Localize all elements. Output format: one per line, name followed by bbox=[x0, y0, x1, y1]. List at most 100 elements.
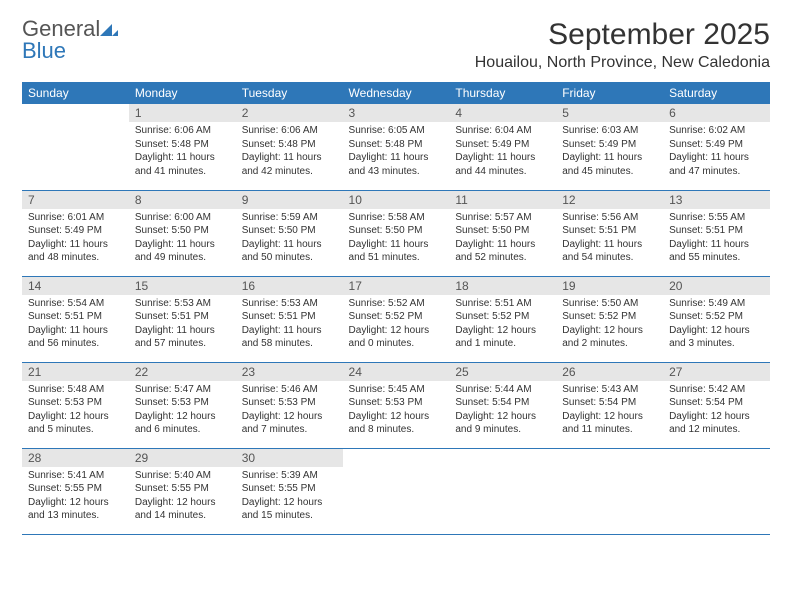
calendar-cell: 11Sunrise: 5:57 AMSunset: 5:50 PMDayligh… bbox=[449, 190, 556, 276]
day-number: 24 bbox=[343, 363, 450, 381]
calendar-cell: 9Sunrise: 5:59 AMSunset: 5:50 PMDaylight… bbox=[236, 190, 343, 276]
day-number: 29 bbox=[129, 449, 236, 467]
calendar-cell: 18 Sunrise: 5:51 AM Sunset: 5:52 PM Dayligh… bbox=[449, 276, 556, 362]
daylight-line: Daylight: 12 hours and 1 minute. bbox=[455, 325, 536, 350]
calendar-cell-empty bbox=[663, 448, 770, 534]
calendar-cell: 28Sunrise: 5:41 AMSunset: 5:55 PMDayligh… bbox=[22, 448, 129, 534]
weekday-header: Saturday bbox=[663, 82, 770, 104]
daylight-line: Daylight: 11 hours and 52 minutes. bbox=[455, 239, 535, 264]
sunrise-line: Sunrise: 6:06 AM bbox=[242, 125, 318, 136]
sunrise-line: Sunrise: 5:59 AM bbox=[242, 212, 318, 223]
sunrise-line: Sunrise: 5:54 AM bbox=[28, 298, 104, 309]
sunrise-line: Sunrise: 5:42 AM bbox=[669, 384, 745, 395]
day-details: Sunrise: 5:46 AMSunset: 5:53 PMDaylight:… bbox=[236, 381, 343, 441]
sunset-line: Sunset: 5:53 PM bbox=[242, 397, 316, 408]
day-details: Sunrise: 5:47 AMSunset: 5:53 PMDaylight:… bbox=[129, 381, 236, 441]
calendar-cell: 24Sunrise: 5:45 AMSunset: 5:53 PMDayligh… bbox=[343, 362, 450, 448]
day-details: Sunrise: 5:53 AMSunset: 5:51 PMDaylight:… bbox=[129, 295, 236, 355]
daylight-line: Daylight: 12 hours and 9 minutes. bbox=[455, 411, 536, 436]
sunset-line: Sunset: 5:51 PM bbox=[28, 311, 102, 322]
sunset-line: Sunset: 5:53 PM bbox=[135, 397, 209, 408]
calendar-cell-empty bbox=[343, 448, 450, 534]
daylight-line: Daylight: 11 hours and 47 minutes. bbox=[669, 152, 749, 177]
day-number: 21 bbox=[22, 363, 129, 381]
sunset-line: Sunset: 5:55 PM bbox=[242, 483, 316, 494]
calendar-row: 7Sunrise: 6:01 AMSunset: 5:49 PMDaylight… bbox=[22, 190, 770, 276]
sunset-line: Sunset: 5:53 PM bbox=[349, 397, 423, 408]
day-details: Sunrise: 6:04 AMSunset: 5:49 PMDaylight:… bbox=[449, 122, 556, 182]
weekday-header: Tuesday bbox=[236, 82, 343, 104]
sunrise-line: Sunrise: 5:48 AM bbox=[28, 384, 104, 395]
day-details: Sunrise: 6:05 AMSunset: 5:48 PMDaylight:… bbox=[343, 122, 450, 182]
calendar-cell: 27Sunrise: 5:42 AMSunset: 5:54 PMDayligh… bbox=[663, 362, 770, 448]
weekday-header: Thursday bbox=[449, 82, 556, 104]
day-details: Sunrise: 5:59 AMSunset: 5:50 PMDaylight:… bbox=[236, 209, 343, 269]
day-number: 20 bbox=[663, 277, 770, 295]
sunrise-line: Sunrise: 5:43 AM bbox=[562, 384, 638, 395]
sunset-line: Sunset: 5:52 PM bbox=[562, 311, 636, 322]
sunset-line: Sunset: 5:52 PM bbox=[349, 311, 423, 322]
day-number: 22 bbox=[129, 363, 236, 381]
logo: General Blue bbox=[22, 18, 118, 62]
title-block: September 2025 Houailou, North Province,… bbox=[475, 18, 770, 72]
day-details: Sunrise: 5:56 AMSunset: 5:51 PMDaylight:… bbox=[556, 209, 663, 269]
day-number: 11 bbox=[449, 191, 556, 209]
calendar-cell: 15Sunrise: 5:53 AMSunset: 5:51 PMDayligh… bbox=[129, 276, 236, 362]
daylight-line: Daylight: 11 hours and 58 minutes. bbox=[242, 325, 322, 350]
sunset-line: Sunset: 5:48 PM bbox=[349, 139, 423, 150]
day-details: Sunrise: 5:44 AMSunset: 5:54 PMDaylight:… bbox=[449, 381, 556, 441]
daylight-line: Daylight: 12 hours and 7 minutes. bbox=[242, 411, 323, 436]
day-details: Sunrise: 5:49 AMSunset: 5:52 PMDaylight:… bbox=[663, 295, 770, 355]
day-details: Sunrise: 5:55 AMSunset: 5:51 PMDaylight:… bbox=[663, 209, 770, 269]
sunrise-line: Sunrise: 6:01 AM bbox=[28, 212, 104, 223]
sunrise-line: Sunrise: 5:53 AM bbox=[135, 298, 211, 309]
logo-mark-icon bbox=[100, 18, 118, 40]
header: General Blue September 2025 Houailou, No… bbox=[22, 18, 770, 72]
weekday-header: Friday bbox=[556, 82, 663, 104]
calendar-cell: 7Sunrise: 6:01 AMSunset: 5:49 PMDaylight… bbox=[22, 190, 129, 276]
sunrise-line: Sunrise: 5:51 AM bbox=[455, 298, 531, 309]
day-number: 8 bbox=[129, 191, 236, 209]
day-number: 17 bbox=[343, 277, 450, 295]
sunrise-line: Sunrise: 5:44 AM bbox=[455, 384, 531, 395]
sunrise-line: Sunrise: 6:03 AM bbox=[562, 125, 638, 136]
sunrise-line: Sunrise: 6:00 AM bbox=[135, 212, 211, 223]
sunset-line: Sunset: 5:55 PM bbox=[28, 483, 102, 494]
day-number: 18 bbox=[449, 277, 556, 295]
calendar-cell-empty bbox=[22, 104, 129, 190]
calendar-cell: 19Sunrise: 5:50 AMSunset: 5:52 PMDayligh… bbox=[556, 276, 663, 362]
sunset-line: Sunset: 5:54 PM bbox=[669, 397, 743, 408]
daylight-line: Daylight: 12 hours and 0 minutes. bbox=[349, 325, 430, 350]
calendar-body: 1Sunrise: 6:06 AMSunset: 5:48 PMDaylight… bbox=[22, 104, 770, 534]
day-number: 9 bbox=[236, 191, 343, 209]
calendar-cell: 1Sunrise: 6:06 AMSunset: 5:48 PMDaylight… bbox=[129, 104, 236, 190]
daylight-line: Daylight: 11 hours and 49 minutes. bbox=[135, 239, 215, 264]
daylight-line: Daylight: 11 hours and 44 minutes. bbox=[455, 152, 535, 177]
daylight-line: Daylight: 12 hours and 12 minutes. bbox=[669, 411, 750, 436]
day-details: Sunrise: 5:40 AMSunset: 5:55 PMDaylight:… bbox=[129, 467, 236, 527]
calendar-cell: 3Sunrise: 6:05 AMSunset: 5:48 PMDaylight… bbox=[343, 104, 450, 190]
sunset-line: Sunset: 5:54 PM bbox=[562, 397, 636, 408]
day-details: Sunrise: 5:58 AMSunset: 5:50 PMDaylight:… bbox=[343, 209, 450, 269]
daylight-line: Daylight: 12 hours and 3 minutes. bbox=[669, 325, 750, 350]
day-number: 14 bbox=[22, 277, 129, 295]
day-number: 28 bbox=[22, 449, 129, 467]
day-number: 13 bbox=[663, 191, 770, 209]
day-details: Sunrise: 5:43 AM Sunset: 5:54 PM Daylight:… bbox=[556, 381, 663, 441]
sunset-line: Sunset: 5:50 PM bbox=[135, 225, 209, 236]
day-number: 6 bbox=[663, 104, 770, 122]
calendar-row: 21 Sunrise: 5:48 AM Sunset: 5:53 PM Dayligh… bbox=[22, 362, 770, 448]
sunset-line: Sunset: 5:49 PM bbox=[455, 139, 529, 150]
day-details: Sunrise: 5:50 AMSunset: 5:52 PMDaylight:… bbox=[556, 295, 663, 355]
daylight-line: Daylight: 11 hours and 56 minutes. bbox=[28, 325, 108, 350]
calendar-cell: 16Sunrise: 5:53 AMSunset: 5:51 PMDayligh… bbox=[236, 276, 343, 362]
calendar-cell: 14 Sunrise: 5:54 AM Sunset: 5:51 PM Dayligh… bbox=[22, 276, 129, 362]
sunset-line: Sunset: 5:52 PM bbox=[455, 311, 529, 322]
day-number: 12 bbox=[556, 191, 663, 209]
daylight-line: Daylight: 12 hours and 11 minutes. bbox=[562, 411, 643, 436]
calendar-cell: 20Sunrise: 5:49 AMSunset: 5:52 PMDayligh… bbox=[663, 276, 770, 362]
calendar-cell: 30Sunrise: 5:39 AMSunset: 5:55 PMDayligh… bbox=[236, 448, 343, 534]
sunrise-line: Sunrise: 6:05 AM bbox=[349, 125, 425, 136]
sunset-line: Sunset: 5:50 PM bbox=[349, 225, 423, 236]
sunrise-line: Sunrise: 5:45 AM bbox=[349, 384, 425, 395]
